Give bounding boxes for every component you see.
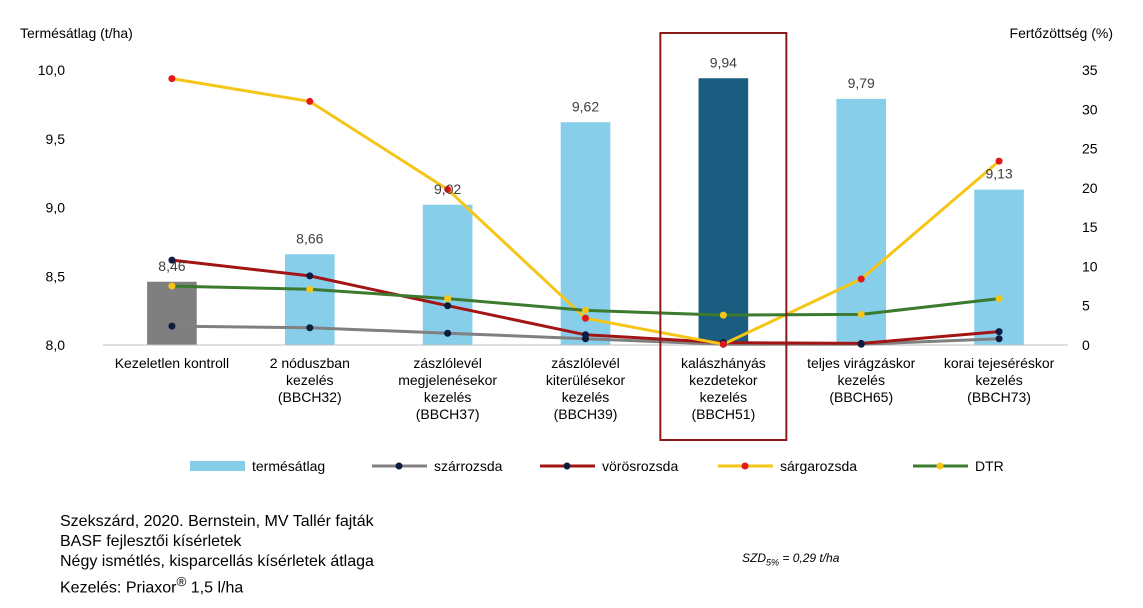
legend-marker (936, 462, 944, 470)
series-point (857, 310, 865, 318)
left-tick-label: 9,5 (46, 131, 66, 147)
category-label: kezelés (424, 389, 471, 405)
note-line-2: BASF fejlesztői kísérletek (60, 533, 242, 550)
series-point (306, 272, 314, 280)
category-label: zászlólevél (413, 355, 481, 371)
bar (284, 254, 335, 345)
category-label: (BBCH32) (278, 389, 342, 405)
bar (147, 281, 197, 345)
szd-value: = 0,29 t/ha (779, 551, 840, 565)
szd-prefix: SZD (742, 551, 766, 565)
series-point (444, 329, 452, 337)
category-label: kezelés (286, 372, 333, 388)
right-tick-label: 0 (1082, 337, 1090, 353)
legend-swatch (190, 461, 245, 471)
series-point (995, 335, 1003, 343)
category-label: teljes virágzáskor (807, 355, 915, 371)
bar-value-label: 9,94 (710, 54, 737, 70)
category-label: zászlólevél (551, 355, 619, 371)
left-tick-label: 8,0 (46, 337, 66, 353)
right-tick-label: 25 (1082, 141, 1098, 157)
bar-value-label: 9,62 (572, 98, 599, 114)
category-label: 2 nóduszban (270, 355, 350, 371)
series-point (168, 256, 176, 264)
series-point (995, 295, 1003, 303)
legend-label: DTR (975, 458, 1004, 474)
series-point (168, 282, 176, 290)
bar-value-label: 9,79 (848, 75, 875, 91)
series-point (444, 302, 452, 310)
series-point (306, 97, 314, 105)
category-label: (BBCH39) (554, 406, 618, 422)
note-registered-mark: ® (176, 574, 187, 589)
series-point (306, 285, 314, 293)
notes-block: Szekszárd, 2020. Bernstein, MV Tallér fa… (60, 512, 374, 598)
series-point (582, 306, 589, 314)
note-line-3: Négy ismétlés, kisparcellás kísérletek á… (60, 553, 374, 570)
category-label: kezdetekor (689, 372, 758, 388)
bar-value-label: 9,13 (985, 166, 1012, 182)
category-label: (BBCH51) (691, 406, 755, 422)
left-tick-label: 9,0 (46, 200, 66, 216)
series-point (719, 340, 727, 348)
right-tick-label: 30 (1082, 101, 1098, 117)
note-treatment-prefix: Kezelés: Priaxor (60, 579, 177, 597)
series-point (857, 275, 865, 283)
right-tick-label: 35 (1082, 62, 1098, 78)
legend-label: termésátlag (252, 458, 325, 474)
bar (422, 204, 473, 345)
legend-marker (741, 462, 749, 470)
bar (836, 98, 887, 345)
highlight-box (659, 32, 788, 441)
left-tick-label: 8,5 (46, 268, 66, 284)
category-label: (BBCH37) (416, 406, 480, 422)
legend-label: sárgarozsda (780, 458, 857, 474)
series-point (168, 322, 176, 330)
right-tick-label: 15 (1082, 219, 1098, 235)
series-point (168, 75, 176, 83)
series-point (582, 331, 589, 339)
category-label: kezelés (562, 389, 609, 405)
series-point (306, 324, 314, 332)
szd-note: SZD5% = 0,29 t/ha (742, 551, 839, 567)
category-label: korai tejeséréskor (944, 355, 1055, 371)
series-point (857, 339, 865, 347)
bar-value-label: 8,46 (158, 258, 185, 274)
series-point (995, 328, 1003, 336)
category-label: kezelés (700, 389, 747, 405)
right-tick-label: 5 (1082, 298, 1090, 314)
bar-value-label: 8,66 (296, 230, 323, 246)
left-axis-title: Termésátlag (t/ha) (20, 25, 133, 41)
category-label: (BBCH73) (967, 389, 1031, 405)
bar (698, 78, 749, 345)
series-point (995, 157, 1003, 165)
note-line-4: Kezelés: Priaxor® 1,5 l/ha (60, 572, 374, 598)
series-point (719, 311, 727, 319)
legend-label: szárrozsda (434, 458, 503, 474)
chart: Termésátlag (t/ha) Fertőzöttség (%) 8,0 8,5… (20, 25, 1113, 474)
right-tick-label: 20 (1082, 180, 1098, 196)
right-tick-label: 10 (1082, 258, 1098, 274)
category-label: (BBCH65) (829, 389, 893, 405)
left-tick-label: 10,0 (38, 62, 65, 78)
category-label: kezelés (837, 372, 884, 388)
right-axis-title: Fertőzöttség (%) (1010, 25, 1113, 41)
legend-marker (563, 462, 571, 470)
category-label: kiterülésekor (546, 372, 626, 388)
legend-marker (395, 462, 403, 470)
bar (974, 189, 1024, 345)
szd-sub: 5% (766, 557, 780, 568)
category-label: kalászhányás (681, 355, 766, 371)
note-line-1: Szekszárd, 2020. Bernstein, MV Tallér fa… (60, 513, 374, 530)
bar-value-label: 9,02 (434, 181, 461, 197)
category-label: megjelenésekor (398, 372, 497, 388)
category-label: kezelés (975, 372, 1022, 388)
series-point (444, 185, 452, 193)
note-treatment-dose: 1,5 l/ha (186, 579, 244, 597)
series-point (582, 314, 589, 322)
category-label: Kezeletlen kontroll (115, 355, 229, 371)
series-point (444, 295, 452, 303)
legend-label: vörösrozsda (602, 458, 678, 474)
